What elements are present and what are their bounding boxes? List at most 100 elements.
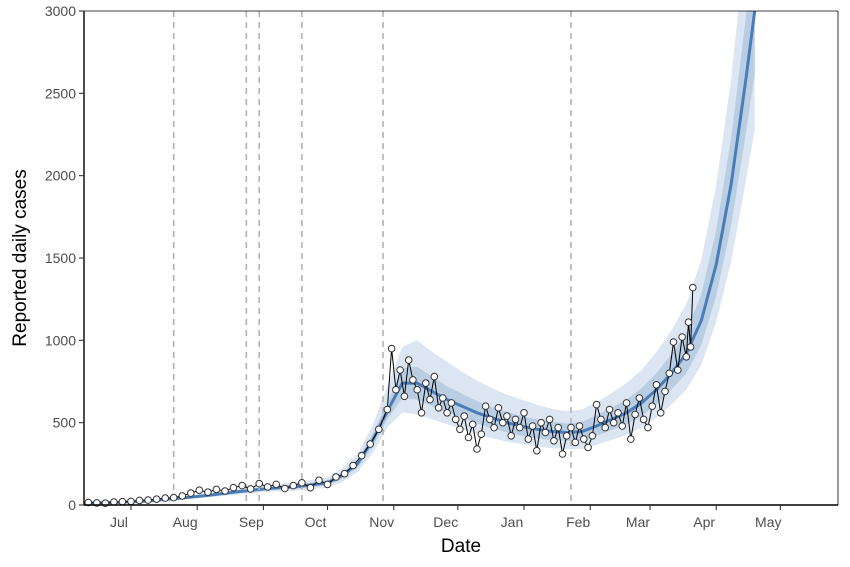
data-point-106 <box>682 353 691 361</box>
data-point-63 <box>498 418 507 427</box>
data-point-35 <box>375 425 383 434</box>
data-point-21 <box>255 479 264 488</box>
data-point-56 <box>468 420 477 429</box>
data-point-93 <box>627 435 635 443</box>
data-point-30 <box>332 473 340 481</box>
data-point-42 <box>409 376 417 384</box>
data-point-8 <box>144 496 152 504</box>
x-tick-label: Jul <box>110 514 128 530</box>
data-point-61 <box>490 423 498 432</box>
x-tick-label: Aug <box>173 514 198 530</box>
data-point-22 <box>263 483 272 491</box>
data-point-45 <box>422 379 430 387</box>
axes: 0 500 1000 1500 2000 2500 3000 Jul Aug Sep Oct Nov D… <box>45 3 839 530</box>
x-axis-title: Date <box>441 536 481 557</box>
data-point-16 <box>212 485 221 494</box>
data-point-60 <box>486 415 494 424</box>
data-point-67 <box>515 423 524 432</box>
data-point-43 <box>413 385 422 394</box>
data-point-69 <box>524 435 533 443</box>
data-point-55 <box>464 433 473 442</box>
data-point-57 <box>473 445 481 453</box>
data-point-1 <box>84 498 93 507</box>
data-point-26 <box>298 479 306 487</box>
data-point-68 <box>520 409 528 417</box>
data-point-41 <box>404 356 413 364</box>
y-tick-label: 0 <box>68 497 76 513</box>
x-tick-label: Apr <box>693 514 715 530</box>
data-point-20 <box>246 485 255 493</box>
x-tick-label: Sep <box>239 514 264 530</box>
fitted-curve <box>88 11 757 505</box>
confidence-bands <box>88 11 755 504</box>
data-point-86 <box>597 415 605 424</box>
data-point-49 <box>439 394 447 402</box>
data-point-38 <box>392 385 400 394</box>
x-tick-label: Oct <box>305 514 327 530</box>
data-point-58 <box>477 430 486 439</box>
data-point-78 <box>562 432 571 440</box>
data-point-54 <box>460 412 469 420</box>
data-point-12 <box>178 492 187 500</box>
observed-series <box>84 283 697 508</box>
y-axis-title: Reported daily cases <box>10 169 31 346</box>
data-point-33 <box>357 451 366 460</box>
data-point-89 <box>609 418 618 427</box>
data-point-44 <box>417 409 426 417</box>
data-point-64 <box>503 412 511 420</box>
data-point-72 <box>537 418 545 427</box>
data-point-7 <box>135 496 144 505</box>
data-point-96 <box>639 415 648 424</box>
data-point-76 <box>554 423 563 432</box>
data-point-103 <box>669 338 678 346</box>
x-tick-label: Jan <box>501 514 524 530</box>
data-point-31 <box>340 469 349 478</box>
data-point-17 <box>221 487 229 495</box>
data-point-105 <box>678 333 686 341</box>
data-point-40 <box>400 392 409 401</box>
data-point-29 <box>323 480 332 489</box>
y-tick-label: 1000 <box>45 332 76 348</box>
changepoint-lines <box>172 11 572 505</box>
x-tick-label: Dec <box>433 514 458 530</box>
data-point-59 <box>481 402 490 411</box>
data-point-100 <box>656 409 665 417</box>
data-point-52 <box>451 415 460 424</box>
data-point-51 <box>447 399 456 407</box>
data-point-97 <box>644 423 652 432</box>
data-point-25 <box>289 481 298 490</box>
data-point-104 <box>674 366 682 374</box>
y-tick-label: 2500 <box>45 85 76 101</box>
data-point-87 <box>601 423 610 432</box>
x-tick-label: Nov <box>369 514 394 530</box>
data-point-70 <box>528 422 537 430</box>
data-point-90 <box>614 409 622 417</box>
data-point-75 <box>550 437 558 445</box>
data-point-27 <box>306 483 315 492</box>
outer-band <box>88 11 755 504</box>
x-tick-label: Mar <box>626 514 650 530</box>
y-tick-label: 3000 <box>45 3 76 19</box>
data-point-46 <box>426 395 434 404</box>
data-point-53 <box>456 425 464 434</box>
fit-line <box>88 11 757 505</box>
data-point-74 <box>545 415 554 424</box>
data-point-80 <box>571 438 580 447</box>
data-point-85 <box>592 400 601 409</box>
data-point-36 <box>383 405 392 414</box>
x-tick-label: May <box>755 514 781 530</box>
data-point-99 <box>652 381 661 389</box>
data-point-107 <box>684 318 693 327</box>
data-point-6 <box>127 497 135 506</box>
data-point-37 <box>387 344 396 353</box>
data-point-28 <box>315 476 323 485</box>
data-point-102 <box>665 369 674 378</box>
y-tick-label: 1500 <box>45 250 76 266</box>
data-point-82 <box>580 435 588 443</box>
data-point-109 <box>689 283 697 292</box>
data-point-47 <box>430 372 439 381</box>
data-point-101 <box>661 387 669 396</box>
data-point-14 <box>195 486 204 495</box>
data-point-10 <box>161 494 169 502</box>
data-point-71 <box>533 446 541 455</box>
